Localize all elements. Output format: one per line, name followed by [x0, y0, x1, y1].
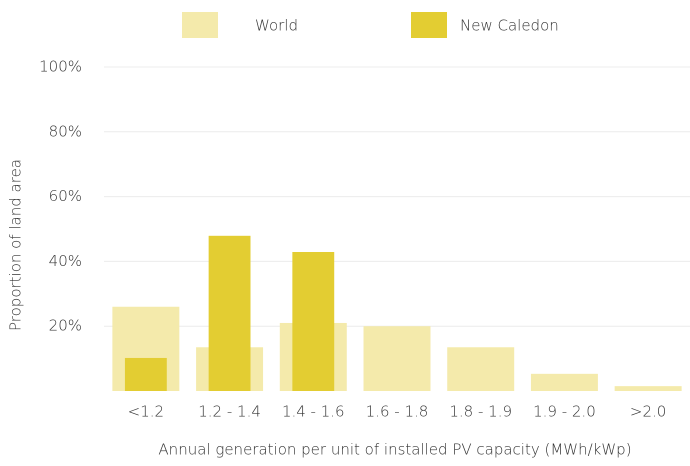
bar — [447, 347, 515, 391]
legend-label: New Caledon — [460, 17, 559, 35]
legend-swatch — [411, 12, 447, 38]
x-tick-label: 1.6 - 1.8 — [366, 403, 429, 421]
legend-swatch — [182, 12, 218, 38]
bar — [363, 326, 431, 391]
y-axis-label: Proportion of land area — [7, 159, 25, 331]
bar — [530, 373, 598, 391]
x-tick-label: 1.2 - 1.4 — [198, 403, 261, 421]
x-tick-label: <1.2 — [128, 403, 164, 421]
bar — [292, 252, 335, 391]
y-tick-label: 60% — [49, 187, 82, 205]
legend-label: World — [255, 17, 298, 35]
bar — [614, 386, 682, 391]
x-tick-label: >2.0 — [630, 403, 666, 421]
x-tick-label: 1.9 - 2.0 — [533, 403, 596, 421]
bar — [124, 357, 167, 391]
y-tick-label: 100% — [39, 58, 82, 76]
x-axis-label: Annual generation per unit of installed … — [158, 441, 631, 459]
y-tick-label: 80% — [49, 122, 82, 140]
y-tick-label: 40% — [49, 252, 82, 270]
y-tick-label: 20% — [49, 317, 82, 335]
x-tick-label: 1.8 - 1.9 — [449, 403, 512, 421]
x-tick-label: 1.4 - 1.6 — [282, 403, 345, 421]
bar — [208, 235, 251, 391]
